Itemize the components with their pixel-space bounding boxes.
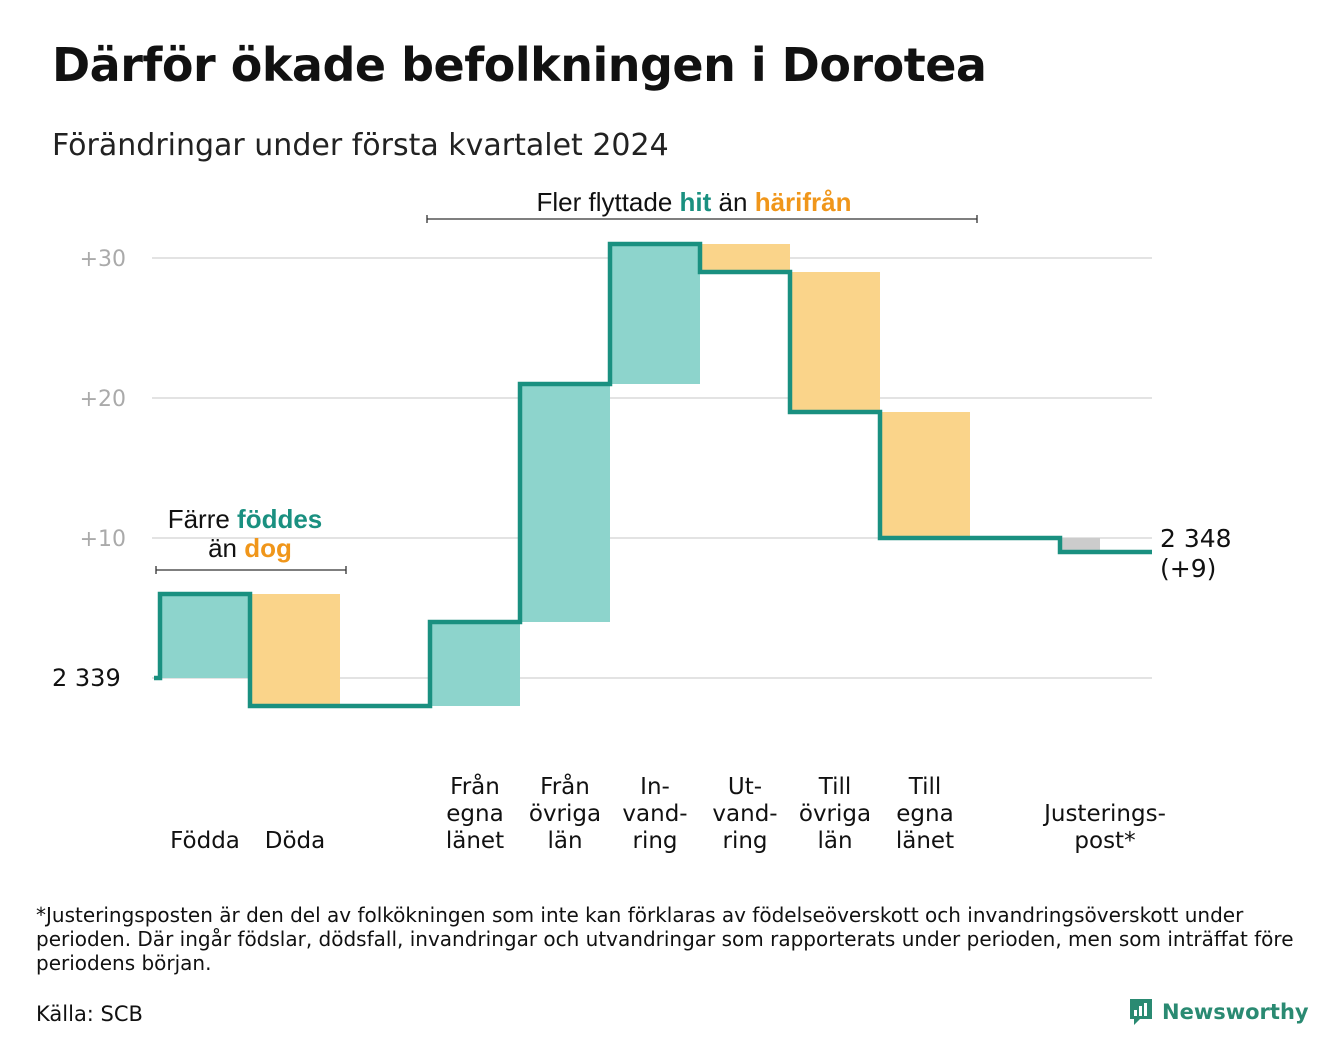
category-label: In-: [640, 774, 670, 800]
annotation-migration-part: hit: [680, 187, 712, 217]
category-label: Från: [540, 772, 590, 800]
category-label: övriga: [799, 801, 871, 827]
annotation-migration-part: Fler flyttade: [536, 187, 679, 217]
category-label: Till: [818, 774, 852, 800]
end-value-label: 2 348: [1160, 524, 1232, 553]
bar-increase: [160, 594, 250, 678]
cumulative-line: [154, 241, 1152, 709]
end-change-label: (+9): [1160, 554, 1216, 583]
y-tick-label: +20: [80, 387, 126, 412]
annotation-births-line2: än dog: [208, 533, 292, 563]
category-label: övriga: [529, 801, 601, 827]
waterfall-chart: +30+20+102 339 Födda DödaFrånegnalänetFrå…: [52, 187, 1232, 854]
bar-increase: [520, 384, 610, 622]
annotation-births-line2-part: än: [208, 533, 244, 563]
base-value-label: 2 339: [52, 664, 121, 692]
annotation-births-line1-part: Färre: [168, 504, 237, 534]
category-label: Döda: [265, 828, 325, 854]
category-label: Från: [450, 772, 500, 800]
category-label: län: [547, 828, 582, 854]
category-label: länet: [896, 828, 954, 854]
annotation-migration: Fler flyttade hit än härifrån: [536, 187, 851, 217]
annotation-births-line1: Färre föddes: [168, 504, 323, 534]
category-label: vand-: [712, 801, 777, 827]
chart-title: Därför ökade befolkningen i Dorotea: [52, 38, 987, 92]
y-tick-label: +10: [80, 527, 126, 552]
category-label: ring: [722, 828, 767, 854]
category-label: Justerings-: [1042, 801, 1166, 827]
annotation-births-line1-part: föddes: [237, 504, 322, 534]
category-label: vand-: [622, 801, 687, 827]
category-label: egna: [896, 801, 953, 827]
bar-decrease: [790, 272, 880, 412]
annotation-migration-part: härifrån: [755, 187, 852, 217]
bar-adjustment: [1062, 538, 1100, 552]
footnote: *Justeringsposten är den del av folkökni…: [36, 903, 1294, 975]
category-label: Ut-: [728, 774, 762, 800]
category-label: Till: [908, 774, 942, 800]
annotation-births-line2-part: dog: [244, 533, 292, 563]
category-label: Födda: [170, 828, 240, 854]
source-label: Källa: SCB: [36, 1002, 143, 1026]
category-label: länet: [446, 828, 504, 854]
chart-subtitle: Förändringar under första kvartalet 2024: [52, 128, 669, 163]
newsworthy-logo-icon: [1130, 999, 1152, 1025]
annotation-migration-part: än: [711, 187, 754, 217]
brand-name: Newsworthy: [1162, 1000, 1309, 1024]
bar-decrease: [700, 244, 790, 272]
y-tick-label: +30: [80, 247, 126, 272]
category-label: län: [817, 828, 852, 854]
bar-increase: [610, 244, 700, 384]
bar-decrease: [250, 594, 340, 706]
bar-decrease: [880, 412, 970, 538]
bar-increase: [430, 622, 520, 706]
category-label: ring: [632, 828, 677, 854]
category-label: egna: [446, 801, 503, 827]
brand-logo: Newsworthy: [1128, 997, 1309, 1027]
category-label: post*: [1074, 828, 1135, 854]
